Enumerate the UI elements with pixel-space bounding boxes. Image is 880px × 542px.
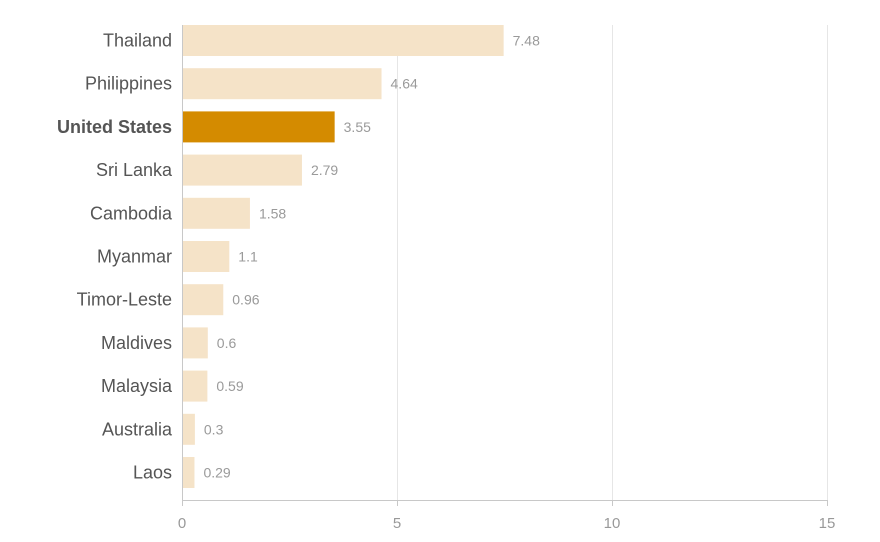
value-label: 1.1 [238, 249, 258, 265]
category-label: Philippines [85, 74, 172, 94]
value-label: 0.96 [232, 292, 259, 308]
bar-philippines [182, 68, 382, 100]
bars [182, 25, 504, 488]
value-label: 0.59 [216, 378, 243, 394]
bar-malaysia [182, 370, 208, 402]
bar-australia [182, 413, 195, 445]
category-label: Thailand [103, 31, 172, 51]
value-label: 1.58 [259, 205, 286, 221]
category-label: Cambodia [90, 203, 173, 223]
x-tick-label: 10 [604, 515, 621, 532]
value-labels: 7.48 4.64 3.55 2.79 1.58 1.1 0.96 0.6 0.59 0.3 0.2… [203, 33, 540, 481]
category-label: Laos [133, 463, 172, 483]
gridlines [397, 25, 828, 500]
category-label: Sri Lanka [96, 160, 173, 180]
bar-timor-leste [182, 284, 224, 316]
value-label: 4.64 [391, 76, 418, 92]
bar-laos [182, 457, 195, 488]
bar-united-states [182, 111, 335, 143]
bar-myanmar [182, 241, 230, 272]
value-label: 2.79 [311, 162, 338, 178]
x-tick-label: 15 [819, 515, 836, 532]
value-label: 3.55 [344, 119, 371, 135]
category-labels: Thailand Philippines United States Sri Lank… [57, 31, 173, 483]
x-tick-label: 5 [393, 515, 401, 532]
category-label: Myanmar [97, 247, 172, 267]
category-label: Timor-Leste [77, 290, 172, 310]
x-tick-label: 0 [178, 515, 186, 532]
value-label: 0.29 [203, 465, 230, 481]
x-axis: 0 5 10 15 [178, 25, 836, 532]
category-label: Maldives [101, 333, 172, 353]
bar-cambodia [182, 197, 250, 229]
value-label: 7.48 [513, 33, 540, 49]
value-label: 0.3 [204, 421, 224, 437]
category-label: Australia [102, 419, 173, 439]
bar-maldives [182, 327, 208, 359]
category-label: United States [57, 117, 172, 137]
bar-sri-lanka [182, 154, 302, 186]
bar-thailand [182, 25, 504, 56]
category-label: Malaysia [101, 376, 173, 396]
value-label: 0.6 [217, 335, 237, 351]
